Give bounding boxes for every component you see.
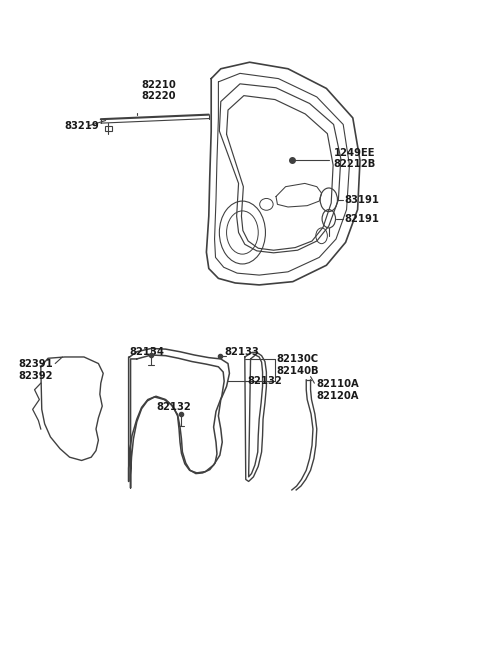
Text: 82191: 82191 bbox=[345, 214, 380, 224]
Text: 82134: 82134 bbox=[130, 347, 165, 358]
Text: 82110A
82120A: 82110A 82120A bbox=[317, 379, 360, 400]
Text: 82130C
82140B: 82130C 82140B bbox=[276, 354, 319, 375]
Text: 1249EE
82212B: 1249EE 82212B bbox=[334, 148, 376, 169]
Text: 83191: 83191 bbox=[345, 195, 380, 205]
Bar bbox=[105, 126, 112, 131]
Text: 82132: 82132 bbox=[247, 376, 282, 386]
Text: 82391
82392: 82391 82392 bbox=[18, 360, 53, 381]
Text: 83219: 83219 bbox=[65, 121, 99, 131]
Text: 82133: 82133 bbox=[225, 347, 259, 358]
Text: 82132: 82132 bbox=[156, 402, 191, 413]
Text: 82210
82220: 82210 82220 bbox=[142, 80, 176, 101]
